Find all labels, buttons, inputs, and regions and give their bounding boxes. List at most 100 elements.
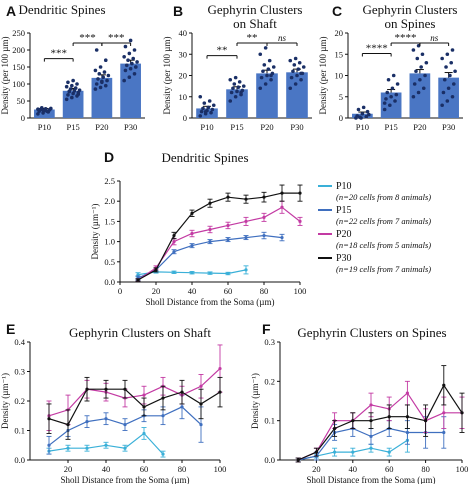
x-tick-label: P30 <box>124 122 137 132</box>
data-point <box>98 85 103 90</box>
bar-chart-a: 0 50 100 150 200 250 P10 P15 P20 P30 *** *** *** <box>12 28 145 132</box>
data-point <box>236 85 241 89</box>
data-point <box>296 458 300 462</box>
data-point <box>64 84 69 89</box>
series-line-p20 <box>137 206 301 281</box>
data-point <box>450 48 455 52</box>
series-line-p20 <box>48 368 221 417</box>
data-point <box>47 443 51 447</box>
data-point <box>386 77 391 82</box>
data-point <box>244 268 248 272</box>
data-point <box>71 91 75 96</box>
y-tick-label: 100 <box>12 79 25 89</box>
x-tick-label: P10 <box>38 122 51 132</box>
data-point <box>136 278 140 282</box>
data-point <box>85 446 89 450</box>
data-point <box>172 233 176 238</box>
data-point <box>201 106 205 111</box>
y-tick-label: 10 <box>335 71 344 81</box>
data-point <box>103 58 108 62</box>
data-point <box>235 89 239 94</box>
data-point <box>104 387 108 391</box>
data-point <box>180 405 184 409</box>
legend-label: P10 <box>336 181 352 192</box>
data-point <box>299 77 303 82</box>
data-point <box>388 103 392 108</box>
data-point <box>444 65 448 69</box>
data-point <box>180 390 184 394</box>
x-tick-label: 80 <box>421 464 430 474</box>
y-axis-label: Density (per 100 µm) <box>0 37 10 115</box>
data-point <box>314 450 318 454</box>
bar-chart-c: 0 5 10 15 20 P10 P15 P20 P30 **** **** ns <box>335 28 463 132</box>
data-point <box>104 443 108 447</box>
bar-p15 <box>226 89 248 118</box>
data-point <box>262 195 266 199</box>
data-point <box>85 387 89 391</box>
line-chart-e: 0.0 0.1 0.2 0.3 0.4 20 40 60 80 100 <box>14 337 226 474</box>
data-point <box>244 197 248 201</box>
data-point <box>262 215 266 219</box>
data-point <box>445 99 450 103</box>
data-point <box>262 233 266 238</box>
y-tick-label: 0.0 <box>14 455 25 465</box>
data-point <box>98 65 103 69</box>
y-axis-label: Density (per 100 µm) <box>318 37 328 115</box>
data-point <box>391 73 396 78</box>
data-point <box>289 75 294 80</box>
bar-p20 <box>256 73 278 118</box>
data-point <box>94 82 99 86</box>
data-point <box>244 235 248 240</box>
data-point <box>190 244 194 248</box>
data-point <box>70 95 74 100</box>
data-point <box>229 90 234 95</box>
legend-item-p20: P20(n=18 cells from 5 animals) <box>318 229 431 250</box>
x-tick-label: P30 <box>290 122 303 132</box>
y-tick-label: 200 <box>12 45 25 55</box>
bar-chart-b: 0 10 20 30 40 P10 P15 P20 P30 ** ** ns <box>179 28 312 132</box>
data-point <box>142 431 146 436</box>
data-point <box>123 423 127 427</box>
bar-p15 <box>62 90 84 118</box>
y-tick-label: 0.1 <box>14 426 25 436</box>
data-point <box>442 383 446 387</box>
data-point <box>405 391 409 395</box>
data-point <box>369 434 373 438</box>
data-point <box>333 450 337 454</box>
data-point <box>123 44 128 49</box>
y-axis-label: Density (per 100 µm) <box>162 37 172 115</box>
y-tick-label: 0 <box>339 113 343 123</box>
data-point <box>161 452 165 456</box>
data-point <box>405 415 409 419</box>
legend-label: P30 <box>336 253 352 264</box>
data-point <box>49 106 53 111</box>
data-point <box>416 90 421 95</box>
x-tick-label: P20 <box>413 122 426 132</box>
data-point <box>226 237 230 242</box>
legend-note: (n=19 cells from 7 animals) <box>336 264 431 274</box>
data-point <box>261 69 265 74</box>
data-point <box>298 219 302 223</box>
data-point <box>73 86 78 90</box>
data-point <box>66 446 70 450</box>
data-point <box>237 80 242 84</box>
data-point <box>128 38 133 43</box>
legend-item-p30: P30(n=19 cells from 7 animals) <box>318 253 431 274</box>
y-tick-label: 1.0 <box>104 237 115 247</box>
data-point <box>36 112 40 116</box>
data-point <box>132 48 137 52</box>
y-tick-label: 30 <box>179 49 188 59</box>
y-tick-label: 150 <box>12 62 25 72</box>
data-point <box>199 402 203 406</box>
panel-title-line: Gephyrin Clusters <box>208 2 303 17</box>
data-point <box>85 420 89 424</box>
y-tick-label: 20 <box>179 71 188 81</box>
data-point <box>424 419 428 423</box>
data-point <box>415 56 420 61</box>
y-tick-label: 40 <box>179 28 188 38</box>
panel-letter: D <box>104 149 114 165</box>
data-point <box>41 108 45 112</box>
data-point <box>209 110 213 115</box>
data-point <box>142 405 146 409</box>
legend-item-p10: P10(n=20 cells from 8 animals) <box>318 181 431 202</box>
